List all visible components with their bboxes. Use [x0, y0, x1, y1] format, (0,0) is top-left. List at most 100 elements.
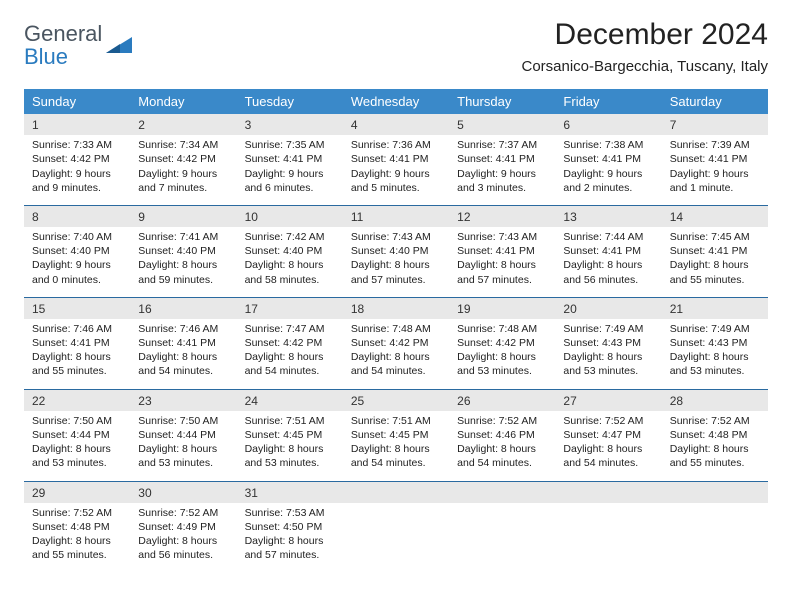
day-number: 17	[237, 298, 343, 319]
calendar-day-cell: 3Sunrise: 7:35 AMSunset: 4:41 PMDaylight…	[237, 114, 343, 205]
daylight-line: Daylight: 8 hours and 54 minutes.	[457, 442, 547, 470]
sunrise-line: Sunrise: 7:34 AM	[138, 138, 228, 152]
day-details: Sunrise: 7:50 AMSunset: 4:44 PMDaylight:…	[130, 411, 236, 481]
sunset-line: Sunset: 4:43 PM	[563, 336, 653, 350]
sunrise-line: Sunrise: 7:43 AM	[457, 230, 547, 244]
calendar-day-cell: 7Sunrise: 7:39 AMSunset: 4:41 PMDaylight…	[662, 114, 768, 205]
sunset-line: Sunset: 4:41 PM	[32, 336, 122, 350]
day-details: Sunrise: 7:52 AMSunset: 4:48 PMDaylight:…	[662, 411, 768, 481]
sunrise-line: Sunrise: 7:45 AM	[670, 230, 760, 244]
daylight-line: Daylight: 8 hours and 56 minutes.	[563, 258, 653, 286]
day-number: 21	[662, 298, 768, 319]
calendar-week-row: 15Sunrise: 7:46 AMSunset: 4:41 PMDayligh…	[24, 297, 768, 389]
day-details: Sunrise: 7:36 AMSunset: 4:41 PMDaylight:…	[343, 135, 449, 205]
sunset-line: Sunset: 4:47 PM	[563, 428, 653, 442]
day-details: Sunrise: 7:49 AMSunset: 4:43 PMDaylight:…	[662, 319, 768, 389]
calendar-day-cell: 10Sunrise: 7:42 AMSunset: 4:40 PMDayligh…	[237, 206, 343, 297]
day-number: 28	[662, 390, 768, 411]
day-details: Sunrise: 7:39 AMSunset: 4:41 PMDaylight:…	[662, 135, 768, 205]
sunset-line: Sunset: 4:41 PM	[351, 152, 441, 166]
day-number: 11	[343, 206, 449, 227]
location-subtitle: Corsanico-Bargecchia, Tuscany, Italy	[522, 58, 769, 75]
sunset-line: Sunset: 4:48 PM	[32, 520, 122, 534]
sunrise-line: Sunrise: 7:43 AM	[351, 230, 441, 244]
calendar-day-cell: 30Sunrise: 7:52 AMSunset: 4:49 PMDayligh…	[130, 482, 236, 573]
daylight-line: Daylight: 8 hours and 55 minutes.	[670, 442, 760, 470]
day-number: 8	[24, 206, 130, 227]
day-number: 15	[24, 298, 130, 319]
calendar-empty-cell	[343, 482, 449, 573]
sunset-line: Sunset: 4:42 PM	[457, 336, 547, 350]
sunset-line: Sunset: 4:46 PM	[457, 428, 547, 442]
daylight-line: Daylight: 8 hours and 54 minutes.	[351, 442, 441, 470]
day-details: Sunrise: 7:52 AMSunset: 4:46 PMDaylight:…	[449, 411, 555, 481]
calendar-day-cell: 31Sunrise: 7:53 AMSunset: 4:50 PMDayligh…	[237, 482, 343, 573]
sunset-line: Sunset: 4:42 PM	[138, 152, 228, 166]
calendar-day-cell: 13Sunrise: 7:44 AMSunset: 4:41 PMDayligh…	[555, 206, 661, 297]
daylight-line: Daylight: 8 hours and 54 minutes.	[138, 350, 228, 378]
calendar-day-cell: 23Sunrise: 7:50 AMSunset: 4:44 PMDayligh…	[130, 390, 236, 481]
sunset-line: Sunset: 4:43 PM	[670, 336, 760, 350]
daylight-line: Daylight: 8 hours and 54 minutes.	[351, 350, 441, 378]
calendar-day-cell: 24Sunrise: 7:51 AMSunset: 4:45 PMDayligh…	[237, 390, 343, 481]
day-number: 22	[24, 390, 130, 411]
sunrise-line: Sunrise: 7:51 AM	[351, 414, 441, 428]
daylight-line: Daylight: 8 hours and 53 minutes.	[563, 350, 653, 378]
daylight-line: Daylight: 8 hours and 57 minutes.	[351, 258, 441, 286]
daylight-line: Daylight: 8 hours and 58 minutes.	[245, 258, 335, 286]
weekday-header-cell: Sunday	[24, 89, 130, 114]
sunset-line: Sunset: 4:41 PM	[457, 152, 547, 166]
sunrise-line: Sunrise: 7:48 AM	[457, 322, 547, 336]
sunrise-line: Sunrise: 7:41 AM	[138, 230, 228, 244]
sunset-line: Sunset: 4:42 PM	[245, 336, 335, 350]
sunrise-line: Sunrise: 7:52 AM	[670, 414, 760, 428]
calendar-day-cell: 6Sunrise: 7:38 AMSunset: 4:41 PMDaylight…	[555, 114, 661, 205]
calendar-day-cell: 19Sunrise: 7:48 AMSunset: 4:42 PMDayligh…	[449, 298, 555, 389]
day-details: Sunrise: 7:47 AMSunset: 4:42 PMDaylight:…	[237, 319, 343, 389]
day-details: Sunrise: 7:46 AMSunset: 4:41 PMDaylight:…	[24, 319, 130, 389]
calendar-day-cell: 26Sunrise: 7:52 AMSunset: 4:46 PMDayligh…	[449, 390, 555, 481]
sunset-line: Sunset: 4:40 PM	[32, 244, 122, 258]
sunset-line: Sunset: 4:41 PM	[670, 244, 760, 258]
day-details: Sunrise: 7:50 AMSunset: 4:44 PMDaylight:…	[24, 411, 130, 481]
calendar-day-cell: 5Sunrise: 7:37 AMSunset: 4:41 PMDaylight…	[449, 114, 555, 205]
day-details: Sunrise: 7:48 AMSunset: 4:42 PMDaylight:…	[343, 319, 449, 389]
sunrise-line: Sunrise: 7:48 AM	[351, 322, 441, 336]
day-details: Sunrise: 7:48 AMSunset: 4:42 PMDaylight:…	[449, 319, 555, 389]
day-details: Sunrise: 7:45 AMSunset: 4:41 PMDaylight:…	[662, 227, 768, 297]
logo-text: General Blue	[24, 22, 102, 68]
calendar-day-cell: 21Sunrise: 7:49 AMSunset: 4:43 PMDayligh…	[662, 298, 768, 389]
calendar-week-row: 22Sunrise: 7:50 AMSunset: 4:44 PMDayligh…	[24, 389, 768, 481]
logo-triangle-icon	[106, 35, 132, 55]
sunset-line: Sunset: 4:49 PM	[138, 520, 228, 534]
sunset-line: Sunset: 4:41 PM	[138, 336, 228, 350]
daylight-line: Daylight: 8 hours and 55 minutes.	[32, 350, 122, 378]
sunset-line: Sunset: 4:45 PM	[245, 428, 335, 442]
day-details: Sunrise: 7:33 AMSunset: 4:42 PMDaylight:…	[24, 135, 130, 205]
calendar-day-cell: 14Sunrise: 7:45 AMSunset: 4:41 PMDayligh…	[662, 206, 768, 297]
day-number: 29	[24, 482, 130, 503]
sunrise-line: Sunrise: 7:52 AM	[563, 414, 653, 428]
page-header: General Blue December 2024 Corsanico-Bar…	[24, 18, 768, 75]
calendar-day-cell: 20Sunrise: 7:49 AMSunset: 4:43 PMDayligh…	[555, 298, 661, 389]
sunset-line: Sunset: 4:40 PM	[245, 244, 335, 258]
day-details: Sunrise: 7:43 AMSunset: 4:40 PMDaylight:…	[343, 227, 449, 297]
sunrise-line: Sunrise: 7:35 AM	[245, 138, 335, 152]
day-number: 20	[555, 298, 661, 319]
daylight-line: Daylight: 8 hours and 53 minutes.	[138, 442, 228, 470]
day-number: 12	[449, 206, 555, 227]
calendar-empty-cell	[555, 482, 661, 573]
sunset-line: Sunset: 4:48 PM	[670, 428, 760, 442]
day-number: 16	[130, 298, 236, 319]
sunset-line: Sunset: 4:41 PM	[245, 152, 335, 166]
calendar-day-cell: 18Sunrise: 7:48 AMSunset: 4:42 PMDayligh…	[343, 298, 449, 389]
weekday-header-row: SundayMondayTuesdayWednesdayThursdayFrid…	[24, 89, 768, 114]
sunrise-line: Sunrise: 7:49 AM	[670, 322, 760, 336]
sunrise-line: Sunrise: 7:46 AM	[138, 322, 228, 336]
day-details: Sunrise: 7:44 AMSunset: 4:41 PMDaylight:…	[555, 227, 661, 297]
day-number: 19	[449, 298, 555, 319]
daylight-line: Daylight: 9 hours and 1 minute.	[670, 167, 760, 195]
sunset-line: Sunset: 4:42 PM	[32, 152, 122, 166]
day-number	[662, 482, 768, 503]
day-details: Sunrise: 7:52 AMSunset: 4:47 PMDaylight:…	[555, 411, 661, 481]
